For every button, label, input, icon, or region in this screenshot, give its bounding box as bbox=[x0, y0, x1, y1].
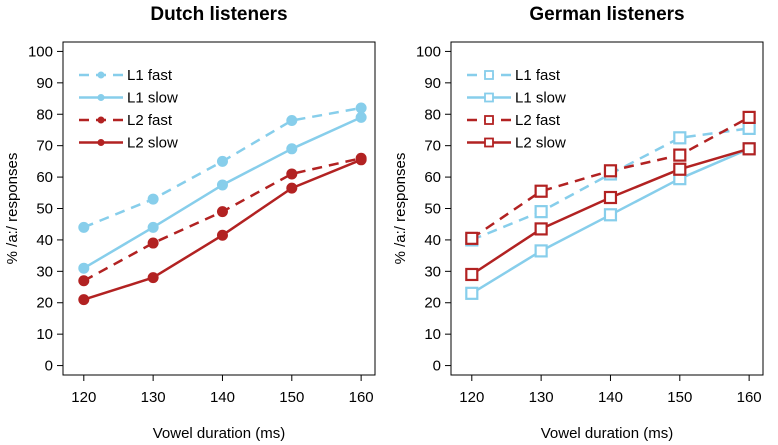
y-tick-label: 90 bbox=[424, 75, 441, 92]
data-point-l1-fast bbox=[355, 102, 367, 114]
y-tick-label: 50 bbox=[36, 201, 53, 218]
y-tick-label: 70 bbox=[424, 138, 441, 155]
legend-marker-l2-slow bbox=[484, 137, 494, 148]
chart-title: Dutch listeners bbox=[150, 4, 287, 25]
legend-label-l2-fast: L2 fast bbox=[127, 112, 173, 129]
y-tick-label: 10 bbox=[36, 326, 53, 343]
x-tick-label: 120 bbox=[459, 389, 484, 406]
legend-label-l1-fast: L1 fast bbox=[515, 67, 561, 84]
legend-marker-l1-fast bbox=[97, 71, 105, 79]
data-point-l2-slow bbox=[355, 154, 367, 166]
x-tick-label: 140 bbox=[598, 389, 623, 406]
data-point-l1-slow bbox=[216, 179, 228, 191]
legend-label-l2-slow: L2 slow bbox=[515, 135, 566, 152]
y-tick-label: 30 bbox=[424, 263, 441, 280]
legend-label-l2-slow: L2 slow bbox=[127, 135, 178, 152]
data-point-l1-fast bbox=[534, 205, 548, 219]
y-tick-label: 60 bbox=[424, 169, 441, 186]
legend-label-l1-slow: L1 slow bbox=[515, 90, 566, 107]
data-point-l2-fast bbox=[673, 148, 687, 162]
data-point-l2-slow bbox=[147, 272, 159, 284]
y-tick-label: 50 bbox=[424, 201, 441, 218]
x-tick-label: 130 bbox=[141, 389, 166, 406]
data-point-l2-fast bbox=[286, 168, 298, 180]
data-point-l2-fast bbox=[742, 110, 756, 124]
x-tick-label: 130 bbox=[529, 389, 554, 406]
data-point-l1-slow bbox=[286, 143, 298, 155]
data-point-l1-fast bbox=[742, 121, 756, 135]
legend-marker-l2-slow bbox=[97, 139, 105, 146]
legend-marker-l2-fast bbox=[97, 116, 105, 124]
data-point-l1-fast bbox=[78, 221, 90, 233]
legend-label-l1-fast: L1 fast bbox=[127, 67, 173, 84]
x-tick-label: 120 bbox=[71, 389, 96, 406]
legend-marker-l2-fast bbox=[484, 115, 494, 125]
y-tick-label: 90 bbox=[36, 75, 53, 92]
data-point-l1-slow bbox=[534, 244, 548, 258]
y-tick-label: 0 bbox=[45, 358, 53, 375]
data-point-l2-slow bbox=[742, 142, 756, 156]
y-tick-label: 40 bbox=[424, 232, 441, 249]
y-tick-label: 60 bbox=[36, 169, 53, 186]
y-tick-label: 40 bbox=[36, 232, 53, 249]
chart-title: German listeners bbox=[529, 4, 684, 25]
y-tick-label: 20 bbox=[424, 295, 441, 312]
data-point-l2-fast bbox=[216, 206, 228, 218]
x-tick-label: 160 bbox=[737, 389, 762, 406]
legend-marker-l1-slow bbox=[97, 94, 105, 101]
data-point-l2-slow bbox=[534, 222, 548, 236]
x-tick-label: 150 bbox=[279, 389, 304, 406]
legend-label-l1-slow: L1 slow bbox=[127, 90, 178, 107]
data-point-l2-slow bbox=[603, 190, 618, 205]
y-tick-label: 20 bbox=[36, 295, 53, 312]
x-tick-label: 150 bbox=[667, 389, 692, 406]
data-point-l2-slow bbox=[673, 162, 687, 176]
legend: L1 fast L1 slow L2 fast L2 slow bbox=[79, 67, 178, 152]
data-point-l1-fast bbox=[147, 193, 159, 205]
y-axis-label: % /a:/ responses bbox=[4, 153, 21, 265]
y-tick-label: 80 bbox=[36, 106, 53, 123]
data-point-l1-slow bbox=[603, 208, 618, 222]
data-point-l2-fast bbox=[603, 164, 618, 178]
series-line-l1-fast bbox=[471, 127, 750, 242]
y-axis-label: % /a:/ responses bbox=[392, 153, 409, 265]
data-point-l1-fast bbox=[673, 131, 687, 145]
y-tick-label: 10 bbox=[424, 326, 441, 343]
data-point-l1-slow bbox=[147, 221, 159, 233]
y-tick-label: 0 bbox=[433, 358, 441, 375]
chart-dutch-listeners: Dutch listeners 0 10 20 30 40 50 60 70 80 90 100 120… bbox=[4, 4, 376, 442]
data-point-l2-fast bbox=[147, 237, 159, 249]
y-tick-label: 100 bbox=[416, 43, 441, 60]
x-axis-label: Vowel duration (ms) bbox=[153, 425, 286, 442]
y-tick-label: 100 bbox=[28, 43, 53, 60]
data-point-l2-fast bbox=[78, 275, 90, 287]
data-point-l2-slow bbox=[286, 182, 298, 194]
legend-marker-l1-fast bbox=[484, 70, 494, 80]
x-tick-label: 140 bbox=[210, 389, 235, 406]
data-point-l2-fast bbox=[534, 184, 548, 198]
legend: L1 fast L1 slow L2 fast L2 slow bbox=[467, 67, 566, 152]
data-point-l1-fast bbox=[286, 115, 298, 127]
legend-label-l2-fast: L2 fast bbox=[515, 112, 561, 129]
data-point-l1-slow bbox=[355, 111, 367, 123]
x-axis-label: Vowel duration (ms) bbox=[541, 425, 674, 442]
data-point-l1-slow bbox=[78, 262, 90, 274]
data-point-l2-slow bbox=[78, 294, 90, 306]
x-tick-label: 160 bbox=[349, 389, 374, 406]
legend-marker-l1-slow bbox=[484, 92, 494, 103]
data-point-l2-slow bbox=[216, 229, 228, 241]
data-point-l2-fast bbox=[465, 231, 479, 245]
series-line-l1-slow bbox=[83, 116, 362, 270]
y-tick-label: 70 bbox=[36, 138, 53, 155]
chart-german-listeners: German listeners 0 10 20 30 40 50 60 70 80 90 100 12… bbox=[392, 4, 764, 442]
data-point-l2-slow bbox=[465, 267, 479, 282]
y-tick-label: 30 bbox=[36, 263, 53, 280]
data-point-l1-fast bbox=[216, 155, 228, 167]
data-point-l1-slow bbox=[465, 286, 479, 300]
y-tick-label: 80 bbox=[424, 106, 441, 123]
